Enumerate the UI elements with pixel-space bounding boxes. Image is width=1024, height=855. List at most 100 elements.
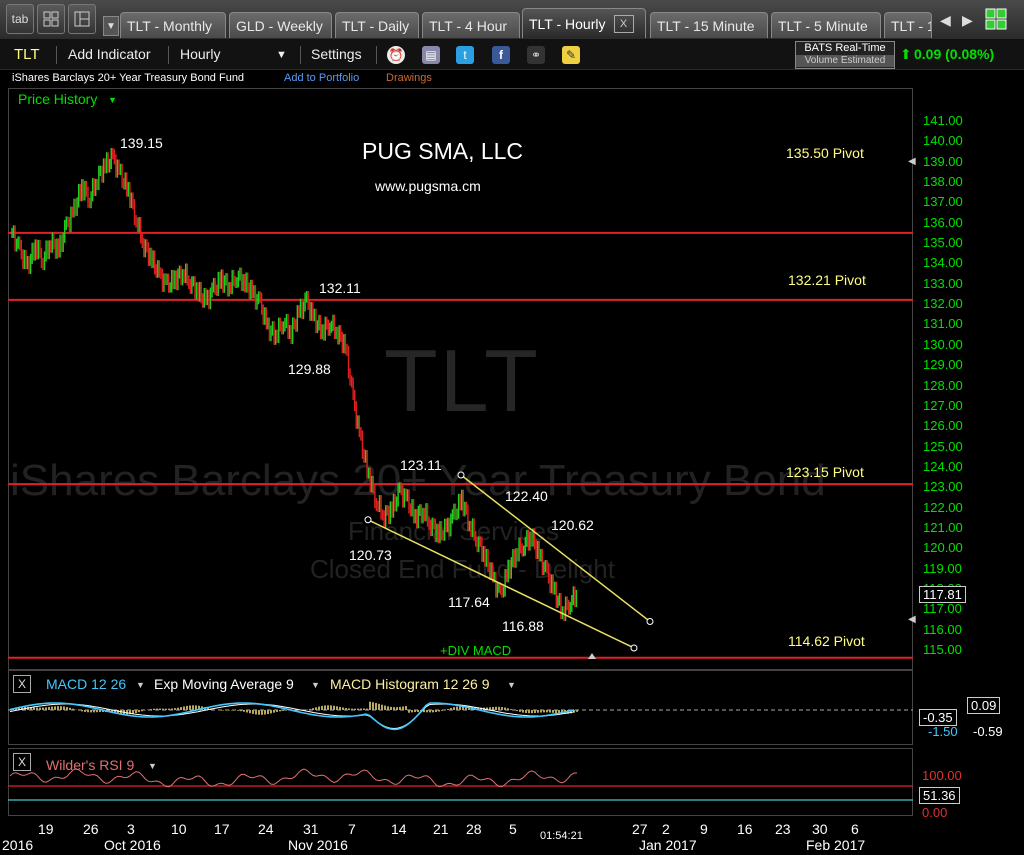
drawings-link[interactable]: Drawings <box>386 72 432 84</box>
tab-tlt-5-minute[interactable]: TLT - 5 Minute <box>771 12 881 38</box>
price-annotation: 132.11 <box>319 280 361 296</box>
feed-line-2: Volume Estimated <box>796 55 894 67</box>
macd-canvas[interactable] <box>8 670 913 745</box>
rsi-axis-bottom: 0.00 <box>922 805 948 820</box>
price-annotation: 120.62 <box>551 517 594 533</box>
price-axis-tick: 116.00 <box>923 621 962 637</box>
price-axis-tick: 138.00 <box>923 174 963 190</box>
symbol-field[interactable]: TLT <box>14 46 40 63</box>
histogram-dropdown-icon[interactable]: ▼ <box>507 680 516 690</box>
price-history-dropdown-icon[interactable]: ▼ <box>108 95 117 105</box>
tab-tlt-15-minute[interactable]: TLT - 15 Minute <box>650 12 768 38</box>
close-tab-button[interactable]: X <box>613 14 634 33</box>
rsi-line <box>9 768 577 788</box>
tab-tlt-daily[interactable]: TLT - Daily <box>335 12 419 38</box>
tab-tlt-hourly[interactable]: TLT - Hourly X <box>522 8 646 38</box>
layers-icon[interactable]: ▤ <box>422 46 440 64</box>
rsi-label[interactable]: Wilder's RSI 9 <box>46 757 135 773</box>
tab-menu-button[interactable]: tab <box>6 4 34 34</box>
rsi-canvas[interactable] <box>8 748 913 816</box>
trend-anchor[interactable] <box>646 618 654 626</box>
scroll-right-icon[interactable]: ▶ <box>962 12 973 28</box>
tab-label: TLT - Daily <box>342 17 410 34</box>
ema-label[interactable]: Exp Moving Average 9 <box>154 676 294 692</box>
price-axis-tick: 137.00 <box>923 194 963 210</box>
split-layout-icon[interactable] <box>68 4 96 34</box>
histogram-label[interactable]: MACD Histogram 12 26 9 <box>330 676 490 692</box>
price-axis-tick: 128.00 <box>923 377 963 393</box>
trend-anchor[interactable] <box>630 644 638 652</box>
tab-tlt-4-hour[interactable]: TLT - 4 Hour <box>422 12 520 38</box>
tab-dropdown-icon[interactable]: ▼ <box>103 16 119 36</box>
macd-label[interactable]: MACD 12 26 <box>46 676 127 692</box>
pivot-label: 123.15 Pivot <box>786 464 864 480</box>
interval-dropdown-icon[interactable]: ▼ <box>276 49 287 61</box>
time-axis-tick: 19 <box>38 821 54 837</box>
ema-dropdown-icon[interactable]: ▼ <box>311 680 320 690</box>
facebook-icon[interactable]: f <box>492 46 510 64</box>
alarm-clock-icon[interactable]: ⏰ <box>387 46 405 64</box>
close-macd-button[interactable]: X <box>13 675 31 693</box>
grid-add-icon[interactable] <box>985 8 1007 30</box>
ema-value: -0.35 <box>919 709 957 726</box>
add-indicator-button[interactable]: Add Indicator <box>68 46 151 62</box>
upper-trend-line <box>460 474 651 623</box>
tab-strip: tab ▼ TLT - Monthly GLD - Weekly TLT - D… <box>0 0 1024 40</box>
time-axis-tick: 17 <box>214 821 230 837</box>
macd-axis-low: -1.50 <box>928 724 958 739</box>
time-axis[interactable]: 19 26 3 10 17 24 31 7 14 21 28 5 27 2 9 16 23 30 6 2016 Oct … <box>0 816 913 855</box>
add-to-portfolio-link[interactable]: Add to Portfolio <box>284 72 360 84</box>
price-axis-tick: 135.00 <box>923 235 963 251</box>
tab-label: TLT - Monthly <box>127 17 213 34</box>
price-axis-tick: 126.00 <box>923 418 963 434</box>
tab-label: GLD - Weekly <box>236 17 323 34</box>
div-macd-label: +DIV MACD <box>440 643 512 658</box>
watermark-type: Closed End Fund - Delight <box>310 554 615 584</box>
price-history-label[interactable]: Price History <box>18 91 98 107</box>
settings-button[interactable]: Settings <box>311 46 362 62</box>
price-chart-panel[interactable] <box>8 88 913 670</box>
price-chart-canvas[interactable] <box>8 88 913 670</box>
price-axis-tick: 133.00 <box>923 275 963 291</box>
rsi-dropdown-icon[interactable]: ▼ <box>148 761 157 771</box>
grid-layout-icon[interactable] <box>37 4 65 34</box>
note-icon[interactable]: ✎ <box>562 46 580 64</box>
time-axis-tick: 30 <box>812 821 828 837</box>
toolbar-divider <box>56 46 57 64</box>
tab-tlt-monthly[interactable]: TLT - Monthly <box>120 12 226 38</box>
time-axis-tick: 31 <box>303 821 319 837</box>
interval-select[interactable]: Hourly <box>180 46 221 62</box>
price-axis-tick: 136.00 <box>923 214 963 230</box>
tab-gld-weekly[interactable]: GLD - Weekly <box>229 12 332 38</box>
price-axis-tick: 125.00 <box>923 438 963 454</box>
trend-anchor[interactable] <box>457 471 465 479</box>
macd-dropdown-icon[interactable]: ▼ <box>136 680 145 690</box>
time-axis-tick: 10 <box>171 821 187 837</box>
time-axis-month: Oct 2016 <box>104 837 161 853</box>
price-axis-tick: 119.00 <box>923 560 962 576</box>
fund-name: iShares Barclays 20+ Year Treasury Bond … <box>12 72 245 84</box>
watermark-name: iShares Barclays 20+ Year Treasury Bond <box>10 456 826 505</box>
twitter-icon[interactable]: t <box>456 46 474 64</box>
axis-marker-icon: ◀ <box>908 156 916 167</box>
time-axis-tick: 23 <box>775 821 791 837</box>
scroll-left-icon[interactable]: ◀ <box>940 12 951 28</box>
price-axis-tick: 130.00 <box>923 336 963 352</box>
time-axis-tick: 24 <box>258 821 274 837</box>
macd-value: 0.09 <box>967 697 1001 714</box>
time-axis-tick: 2 <box>662 821 670 837</box>
price-axis-tick: 120.00 <box>923 540 963 556</box>
data-feed-badge: BATS Real-Time Volume Estimated <box>795 41 895 69</box>
price-axis[interactable]: 141.00 140.00 139.00 138.00 137.00 136.00 135.… <box>913 88 1024 670</box>
trend-anchor[interactable] <box>364 516 372 524</box>
price-axis-tick: 122.00 <box>923 499 963 515</box>
close-rsi-button[interactable]: X <box>13 753 31 771</box>
tab-label: TLT - 5 Minute <box>778 17 868 34</box>
time-axis-tick: 3 <box>127 821 135 837</box>
binoculars-icon[interactable]: ⚭ <box>527 46 545 64</box>
price-axis-tick: 123.00 <box>923 479 963 495</box>
price-axis-tick: 121.00 <box>923 519 963 535</box>
tab-tlt-1[interactable]: TLT - 1 <box>884 12 932 38</box>
price-axis-tick: 132.00 <box>923 296 963 312</box>
price-annotation: 117.64 <box>448 594 490 610</box>
